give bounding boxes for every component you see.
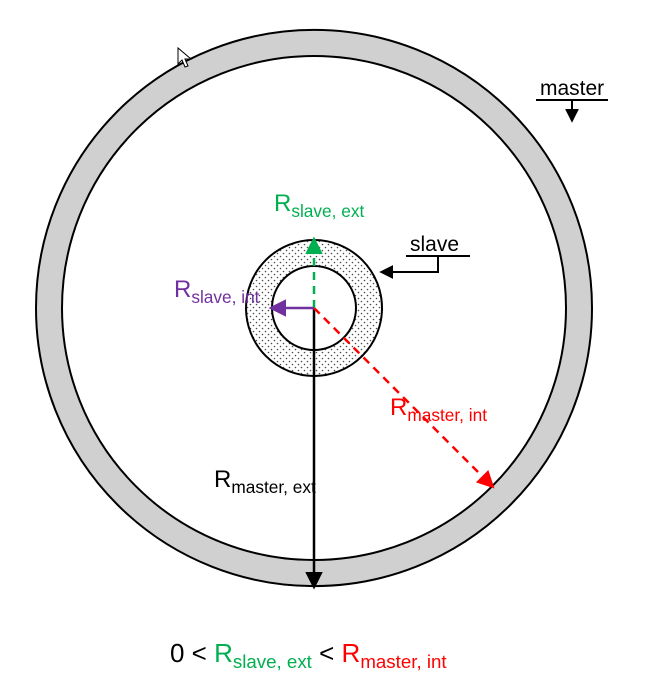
leader-master — [572, 100, 608, 120]
inequality-expression: 0 < Rslave, ext < Rmaster, int — [170, 640, 447, 672]
label-master: master — [540, 78, 604, 101]
label-r-master-ext: Rmaster, ext — [214, 468, 316, 496]
leader-slave — [382, 256, 470, 272]
label-r-slave-ext: Rslave, ext — [274, 192, 364, 220]
label-slave: slave — [410, 234, 459, 257]
label-r-master-int: Rmaster, int — [390, 396, 487, 424]
label-r-slave-int: Rslave, int — [174, 278, 259, 306]
